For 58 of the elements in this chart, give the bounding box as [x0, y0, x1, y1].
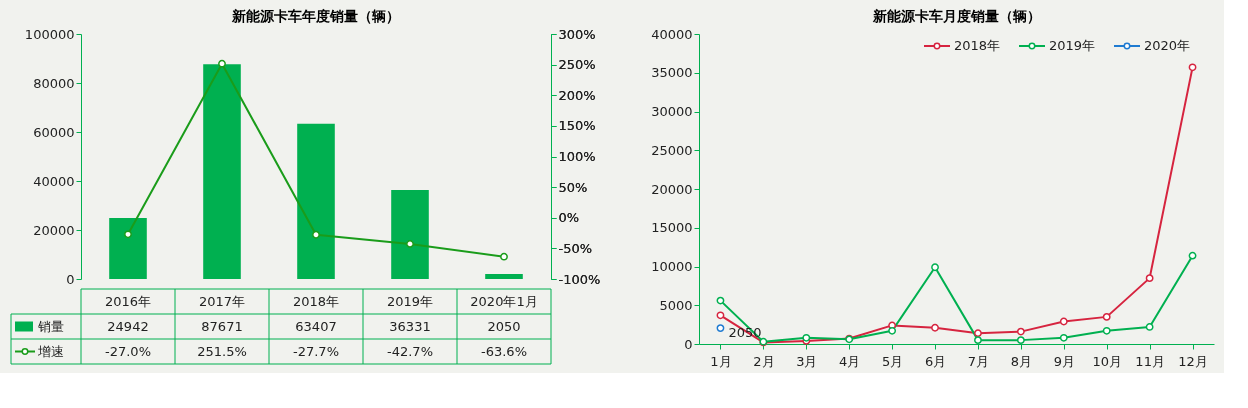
y2-tick-label: 100% [558, 149, 596, 164]
legend-label: 2020年 [1144, 38, 1191, 53]
x-tick-label: 2020年1月 [470, 293, 538, 309]
y-tick-label: 40000 [33, 173, 75, 189]
data-label: -27.0% [105, 343, 151, 359]
x-tick-label: 1月 [710, 353, 732, 369]
data-label: 251.5% [197, 343, 247, 359]
x-tick-label: 5月 [881, 353, 904, 369]
legend-label: 2019年 [1049, 38, 1096, 53]
y2-tick-label: -100% [558, 271, 601, 287]
data-label: -42.7% [387, 343, 433, 359]
x-tick-label: 2018年 [292, 293, 340, 309]
data-label: 24942 [107, 318, 149, 334]
y2-tick-label: 150% [558, 118, 596, 134]
y-tick-label: 20000 [33, 222, 75, 238]
data-label: 36331 [389, 318, 431, 334]
y-tick-label: 30000 [651, 104, 693, 119]
data-label: -27.7% [293, 343, 339, 359]
y2-tick-label: 0% [558, 210, 580, 226]
y-tick-label: 100000 [24, 26, 75, 42]
x-tick-label: 12月 [1178, 353, 1208, 369]
y-tick-label: 15000 [651, 220, 693, 236]
y-tick-label: 35000 [651, 65, 693, 81]
x-tick-label: 2019年 [386, 293, 434, 309]
data-label: 87671 [201, 318, 243, 334]
data-label: 2050 [487, 318, 521, 334]
y-tick-label: 80000 [33, 75, 75, 91]
y2-tick-label: -50% [558, 240, 593, 256]
x-tick-label: 8月 [1010, 353, 1033, 369]
chart-title: 新能源卡车年度销量（辆） [231, 8, 400, 24]
x-tick-label: 2016年 [104, 293, 152, 309]
y-tick-label: 20000 [651, 181, 693, 197]
y-tick-label: 0 [684, 336, 693, 352]
legend-label: 2018年 [954, 38, 1001, 53]
x-tick-label: 7月 [967, 353, 990, 369]
y-tick-label: 10000 [651, 259, 693, 274]
y2-tick-label: 250% [558, 57, 596, 73]
x-tick-label: 4月 [839, 353, 861, 369]
chart-title: 新能源卡车月度销量（辆） [871, 8, 1041, 24]
x-tick-label: 11月 [1135, 353, 1165, 369]
x-tick-label: 2月 [753, 353, 775, 369]
legend-label: 增速 [37, 343, 64, 359]
y-tick-label: 60000 [33, 124, 75, 140]
data-label: 63407 [295, 318, 337, 334]
x-tick-label: 3月 [796, 353, 818, 369]
x-tick-label: 6月 [924, 353, 947, 369]
x-tick-label: 2017年 [198, 293, 246, 309]
x-tick-label: 10月 [1092, 353, 1122, 369]
y2-tick-label: 200% [558, 87, 596, 103]
y-tick-label: 5000 [659, 297, 693, 313]
y-tick-label: 40000 [651, 26, 693, 42]
y-tick-label: 25000 [651, 142, 693, 158]
legend-label: 销量 [37, 318, 64, 334]
y-tick-label: 0 [66, 271, 75, 287]
data-label: -63.6% [481, 343, 527, 359]
y2-tick-label: 50% [558, 179, 588, 195]
y2-tick-label: 300% [558, 26, 596, 42]
x-tick-label: 9月 [1053, 353, 1075, 369]
